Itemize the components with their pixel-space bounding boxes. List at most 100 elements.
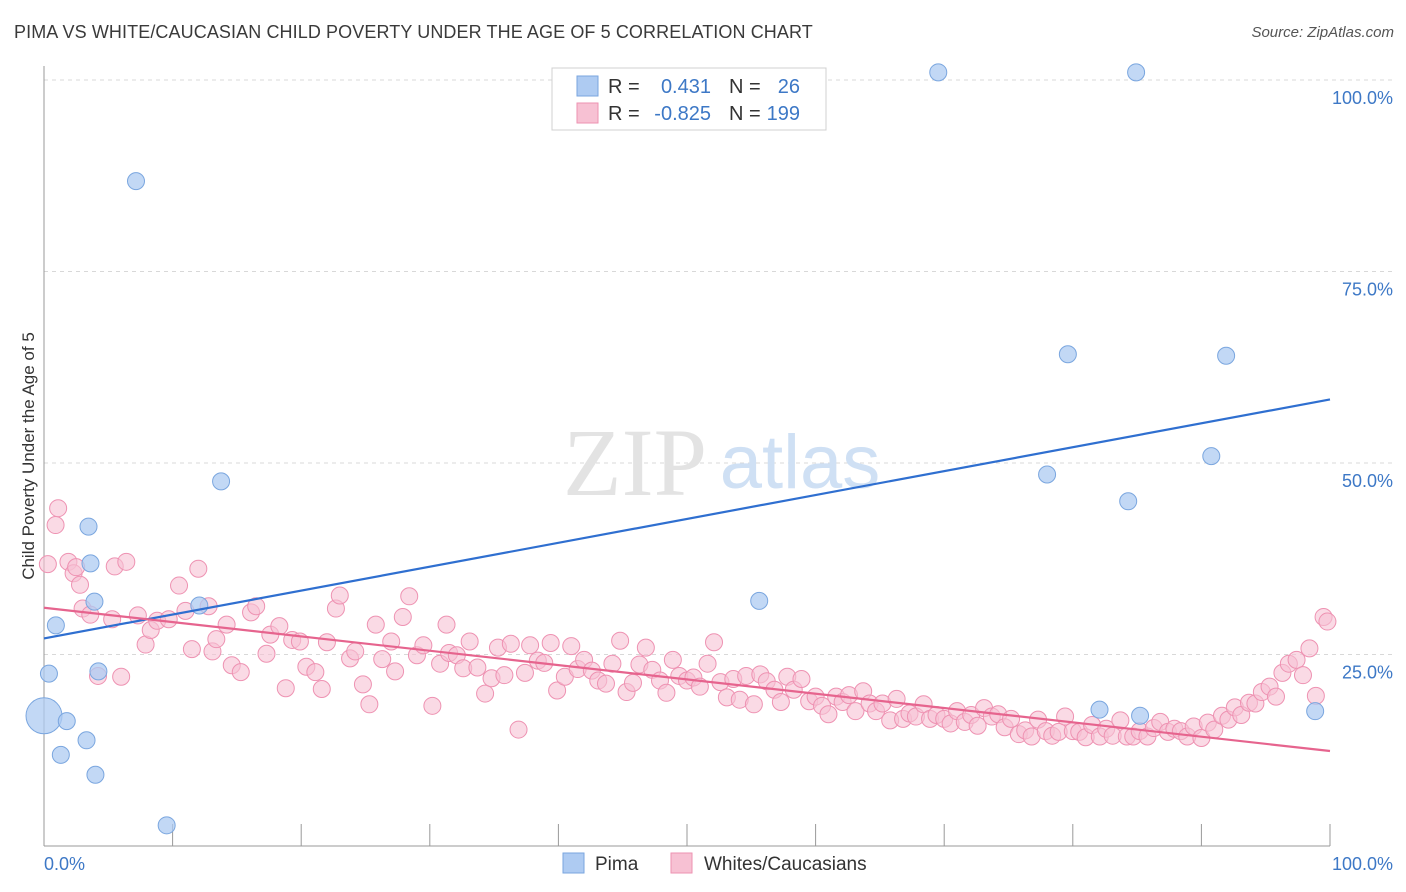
whites-point — [611, 631, 630, 650]
legend-r-label-1: R = — [608, 76, 640, 98]
whites-point — [312, 679, 331, 698]
bottom-legend-swatch-whites — [670, 852, 693, 874]
pima-point — [77, 731, 96, 750]
whites-point — [306, 663, 325, 682]
pima-point — [157, 816, 176, 835]
pima-point — [51, 745, 70, 764]
whites-point — [231, 663, 250, 682]
whites-trend-line — [43, 606, 1331, 753]
pima-point — [79, 517, 98, 536]
whites-point — [423, 696, 442, 715]
whites-point — [1111, 711, 1130, 730]
whites-point — [366, 615, 385, 634]
pima-point — [212, 472, 231, 491]
whites-point — [373, 650, 392, 669]
x-tick-label: 0.0% — [44, 854, 85, 874]
whites-point — [276, 679, 295, 698]
whites-point — [792, 670, 811, 689]
pima-point — [1090, 700, 1109, 719]
whites-point — [887, 689, 906, 708]
pima-point — [46, 616, 65, 635]
pima-point — [57, 712, 76, 731]
whites-point — [548, 681, 567, 700]
whites-point — [182, 640, 201, 659]
source-note: Source: ZipAtlas.com — [1251, 24, 1394, 41]
legend-r-label-2: R = — [608, 103, 640, 125]
whites-point — [257, 644, 276, 663]
stats-legend: R = 0.431 N = 26 R = -0.825 N = 199 — [551, 67, 827, 131]
bottom-legend-swatch-pima — [562, 852, 585, 874]
whites-point — [1306, 686, 1325, 705]
legend-n-label-2: N = — [729, 103, 761, 125]
whites-point — [49, 499, 68, 518]
whites-point — [698, 654, 717, 673]
legend-r-value-2: -0.825 — [654, 103, 711, 125]
pima-point — [39, 664, 58, 683]
whites-point — [468, 658, 487, 677]
pima-point — [1202, 447, 1221, 466]
whites-point — [690, 677, 709, 696]
whites-point — [71, 575, 90, 594]
whites-point — [657, 683, 676, 702]
whites-point — [819, 705, 838, 724]
x-ticks — [43, 824, 1331, 846]
watermark-atlas: atlas — [720, 420, 881, 505]
x-tick-labels: 0.0% 100.0% — [44, 854, 1393, 874]
pima-point — [1058, 345, 1077, 364]
y-tick-label: 25.0% — [1342, 663, 1393, 683]
pima-point — [1217, 346, 1236, 365]
pima-point — [89, 662, 108, 681]
whites-point — [437, 615, 456, 634]
chart-title: PIMA VS WHITE/CAUCASIAN CHILD POVERTY UN… — [14, 22, 813, 42]
whites-point — [846, 702, 865, 721]
whites-point — [170, 576, 189, 595]
pima-point — [86, 765, 105, 784]
whites-point — [501, 634, 520, 653]
whites-point — [562, 637, 581, 656]
whites-point — [521, 636, 540, 655]
legend-swatch-whites — [576, 102, 599, 124]
watermark: ZIP atlas — [563, 409, 880, 516]
pima-trend-line — [43, 398, 1331, 640]
pima-point — [1127, 63, 1146, 82]
pima-point — [81, 554, 100, 573]
whites-point — [1266, 687, 1285, 706]
whites-point — [247, 597, 266, 616]
pima-point — [1119, 492, 1138, 511]
y-tick-label: 100.0% — [1332, 88, 1393, 108]
whites-point — [189, 559, 208, 578]
whites-point — [705, 633, 724, 652]
whites-point — [495, 666, 514, 685]
whites-point — [476, 684, 495, 703]
whites-point — [515, 663, 534, 682]
whites-point — [744, 695, 763, 714]
y-tick-label: 75.0% — [1342, 280, 1393, 300]
watermark-zip: ZIP — [563, 409, 707, 516]
pima-point — [929, 63, 948, 82]
whites-point — [1287, 650, 1306, 669]
whites-point — [968, 716, 987, 735]
whites-point — [112, 667, 131, 686]
legend-swatch-pima — [576, 75, 599, 97]
whites-point — [386, 662, 405, 681]
pima-point — [1038, 465, 1057, 484]
whites-point — [38, 555, 57, 574]
whites-point — [1318, 612, 1337, 631]
series-pima-points — [25, 63, 1325, 835]
legend-r-value-1: 0.431 — [661, 76, 711, 98]
whites-point — [771, 692, 790, 711]
pima-point — [1131, 706, 1150, 725]
legend-n-value-2: 199 — [767, 103, 800, 125]
series-legend: Pima Whites/Caucasians — [562, 852, 867, 875]
whites-point — [330, 586, 349, 605]
whites-point — [636, 638, 655, 657]
whites-point — [346, 642, 365, 661]
whites-point — [596, 674, 615, 693]
legend-n-value-1: 26 — [778, 76, 800, 98]
x-tick-label: 100.0% — [1332, 854, 1393, 874]
whites-point — [663, 650, 682, 669]
y-tick-labels: 25.0% 50.0% 75.0% 100.0% — [1332, 88, 1393, 683]
whites-point — [353, 675, 372, 694]
whites-point — [207, 630, 226, 649]
